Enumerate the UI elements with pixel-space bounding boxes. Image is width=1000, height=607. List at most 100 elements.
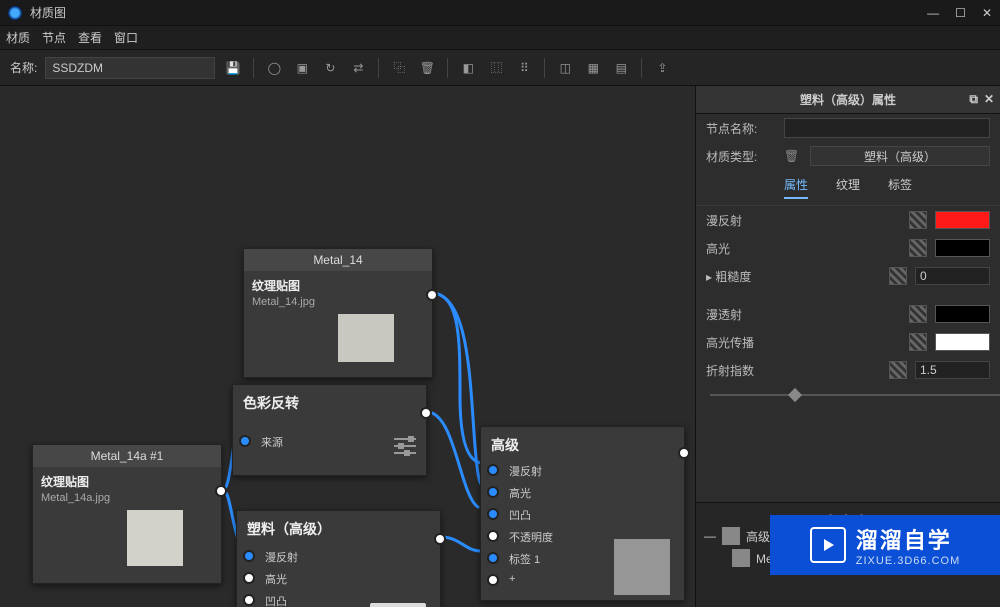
translucency-color[interactable] bbox=[935, 305, 990, 323]
trash-icon[interactable]: 🗑 bbox=[784, 149, 802, 163]
texture-slot-icon[interactable] bbox=[909, 239, 927, 257]
share-icon[interactable]: ⇪ bbox=[652, 58, 672, 78]
input-port[interactable] bbox=[487, 464, 499, 476]
window-title: 材质图 bbox=[30, 4, 66, 21]
material-preview bbox=[370, 603, 426, 607]
node-color-invert[interactable]: 色彩反转 来源 bbox=[232, 384, 427, 476]
node-filename: Metal_14a.jpg bbox=[41, 492, 213, 504]
input-port-source[interactable] bbox=[239, 435, 251, 447]
ior-slider[interactable] bbox=[710, 394, 1000, 396]
add-icon[interactable]: ▣ bbox=[292, 58, 312, 78]
close-button[interactable]: ✕ bbox=[982, 6, 992, 20]
refresh-icon[interactable]: ◯ bbox=[264, 58, 284, 78]
app-icon bbox=[8, 6, 22, 20]
texture-slot-icon[interactable] bbox=[909, 333, 927, 351]
history-icon[interactable]: ↻ bbox=[320, 58, 340, 78]
roughness-input[interactable] bbox=[915, 267, 990, 285]
texture-slot-icon[interactable] bbox=[909, 211, 927, 229]
texture-thumb bbox=[127, 510, 183, 566]
name-label: 名称: bbox=[10, 59, 37, 76]
spec-trans-color[interactable] bbox=[935, 333, 990, 351]
node-filename: Metal_14.jpg bbox=[252, 296, 424, 308]
window-controls: — ☐ ✕ bbox=[927, 6, 992, 20]
port-label: 不透明度 bbox=[509, 529, 553, 545]
diffuse-color[interactable] bbox=[935, 211, 990, 229]
spec-trans-label: 高光传播 bbox=[706, 334, 776, 351]
layout-b-icon[interactable]: ▦ bbox=[583, 58, 603, 78]
node-metal14a[interactable]: Metal_14a #1 纹理贴图 Metal_14a.jpg bbox=[32, 444, 222, 584]
input-port[interactable] bbox=[243, 550, 255, 562]
input-port[interactable] bbox=[243, 572, 255, 584]
tab-labels[interactable]: 标签 bbox=[888, 176, 912, 199]
output-port[interactable] bbox=[426, 289, 438, 301]
ior-input[interactable] bbox=[915, 361, 990, 379]
texture-slot-icon[interactable] bbox=[909, 305, 927, 323]
titlebar: 材质图 — ☐ ✕ bbox=[0, 0, 1000, 26]
port-label: 高光 bbox=[509, 485, 531, 501]
material-type-select[interactable]: 塑料（高级） bbox=[810, 146, 990, 166]
input-port[interactable] bbox=[487, 486, 499, 498]
port-label: 标签 1 bbox=[509, 551, 540, 567]
node-title: Metal_14a #1 bbox=[33, 445, 221, 467]
delete-icon[interactable]: 🗑 bbox=[417, 58, 437, 78]
material-type-label: 材质类型: bbox=[706, 148, 776, 165]
menu-node[interactable]: 节点 bbox=[42, 29, 66, 46]
tab-textures[interactable]: 纹理 bbox=[836, 176, 860, 199]
layout-c-icon[interactable]: ▤ bbox=[611, 58, 631, 78]
port-label: 凹凸 bbox=[509, 507, 531, 523]
copy-icon[interactable]: ⿻ bbox=[389, 58, 409, 78]
output-port[interactable] bbox=[420, 407, 432, 419]
property-tabs: 属性 纹理 标签 bbox=[696, 170, 1000, 206]
play-icon bbox=[810, 527, 846, 563]
port-label: 凹凸 bbox=[265, 593, 287, 607]
node-title: 塑料（高级） bbox=[247, 519, 430, 539]
specular-color[interactable] bbox=[935, 239, 990, 257]
node-advanced[interactable]: 高级 漫反射高光凹凸不透明度标签 1+ bbox=[480, 426, 685, 601]
specular-label: 高光 bbox=[706, 240, 776, 257]
name-input[interactable] bbox=[45, 57, 215, 79]
panel-title: 塑料（高级）属性 bbox=[800, 91, 896, 108]
save-icon[interactable]: 💾 bbox=[223, 58, 243, 78]
texture-slot-icon[interactable] bbox=[889, 361, 907, 379]
tab-properties[interactable]: 属性 bbox=[784, 176, 808, 199]
node-canvas[interactable]: Metal_14 纹理贴图 Metal_14.jpg Metal_14a #1 … bbox=[0, 86, 695, 607]
panel-popout-icon[interactable]: ⧉ bbox=[969, 92, 978, 107]
sliders-icon bbox=[394, 433, 416, 459]
settings-icon[interactable]: ⇄ bbox=[348, 58, 368, 78]
port-label: 漫反射 bbox=[509, 463, 542, 479]
watermark: 溜溜自学 ZIXUE.3D66.COM bbox=[770, 515, 1000, 575]
translucency-label: 漫透射 bbox=[706, 306, 776, 323]
input-port[interactable] bbox=[487, 552, 499, 564]
layout-a-icon[interactable]: ◫ bbox=[555, 58, 575, 78]
input-port[interactable] bbox=[243, 594, 255, 606]
toolbar: 名称: 💾 ◯ ▣ ↻ ⇄ ⿻ 🗑 ◧ ⿲ ⠿ ◫ ▦ ▤ ⇪ bbox=[0, 50, 1000, 86]
port-label: 来源 bbox=[261, 434, 283, 450]
node-plastic-advanced[interactable]: 塑料（高级） 漫反射高光凹凸不透明度 bbox=[236, 510, 441, 607]
minimize-button[interactable]: — bbox=[927, 6, 939, 20]
tool-b-icon[interactable]: ⿲ bbox=[486, 58, 506, 78]
texture-slot-icon[interactable] bbox=[889, 267, 907, 285]
input-port[interactable] bbox=[487, 574, 499, 586]
input-port[interactable] bbox=[487, 508, 499, 520]
panel-header: 塑料（高级）属性 ⧉ ✕ bbox=[696, 86, 1000, 114]
roughness-label[interactable]: ▸ 粗糙度 bbox=[706, 268, 786, 285]
tool-a-icon[interactable]: ◧ bbox=[458, 58, 478, 78]
diffuse-label: 漫反射 bbox=[706, 212, 776, 229]
material-preview bbox=[614, 539, 670, 595]
output-port[interactable] bbox=[678, 447, 690, 459]
output-port[interactable] bbox=[215, 485, 227, 497]
output-port[interactable] bbox=[434, 533, 446, 545]
menu-material[interactable]: 材质 bbox=[6, 29, 30, 46]
menu-view[interactable]: 查看 bbox=[78, 29, 102, 46]
menu-window[interactable]: 窗口 bbox=[114, 29, 138, 46]
panel-close-icon[interactable]: ✕ bbox=[984, 92, 994, 107]
port-label: 高光 bbox=[265, 571, 287, 587]
node-metal14[interactable]: Metal_14 纹理贴图 Metal_14.jpg bbox=[243, 248, 433, 378]
tool-c-icon[interactable]: ⠿ bbox=[514, 58, 534, 78]
maximize-button[interactable]: ☐ bbox=[955, 6, 966, 20]
texture-thumb bbox=[338, 314, 394, 362]
port-label: 漫反射 bbox=[265, 549, 298, 565]
input-port[interactable] bbox=[487, 530, 499, 542]
node-name-input[interactable] bbox=[784, 118, 990, 138]
node-title: Metal_14 bbox=[244, 249, 432, 271]
